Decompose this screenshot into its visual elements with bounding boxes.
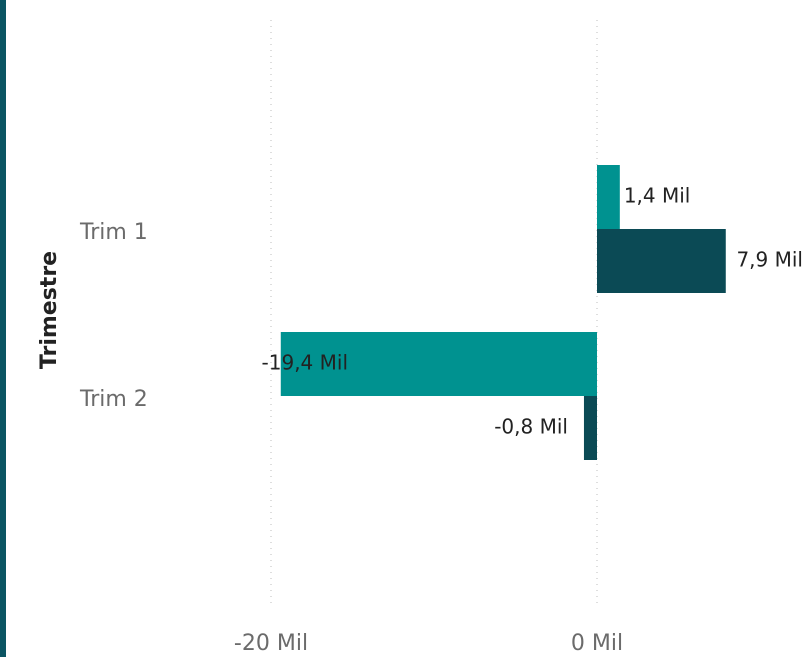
bar [597, 229, 726, 293]
x-tick-labels: -20 Mil 0 Mil [234, 631, 623, 656]
category-labels: Trim 1 Trim 2 [79, 220, 148, 412]
data-label: 1,4 Mil [624, 184, 691, 208]
bar [280, 332, 597, 396]
bar [583, 396, 597, 460]
data-label: 7,9 Mil [736, 248, 803, 272]
y-axis-title: Trimestre [37, 251, 62, 369]
bar [597, 165, 620, 229]
data-labels: 1,4 Mil -19,4 Mil 7,9 Mil -0,8 Mil [262, 184, 803, 439]
data-label: -19,4 Mil [262, 351, 348, 375]
bars [280, 165, 726, 460]
x-tick-label: 0 Mil [571, 631, 623, 656]
data-label: -0,8 Mil [494, 415, 568, 439]
x-tick-label: -20 Mil [234, 631, 308, 656]
gridlines [270, 20, 598, 605]
left-edge-accent [0, 0, 6, 657]
category-label: Trim 2 [79, 387, 148, 412]
category-label: Trim 1 [79, 220, 148, 245]
